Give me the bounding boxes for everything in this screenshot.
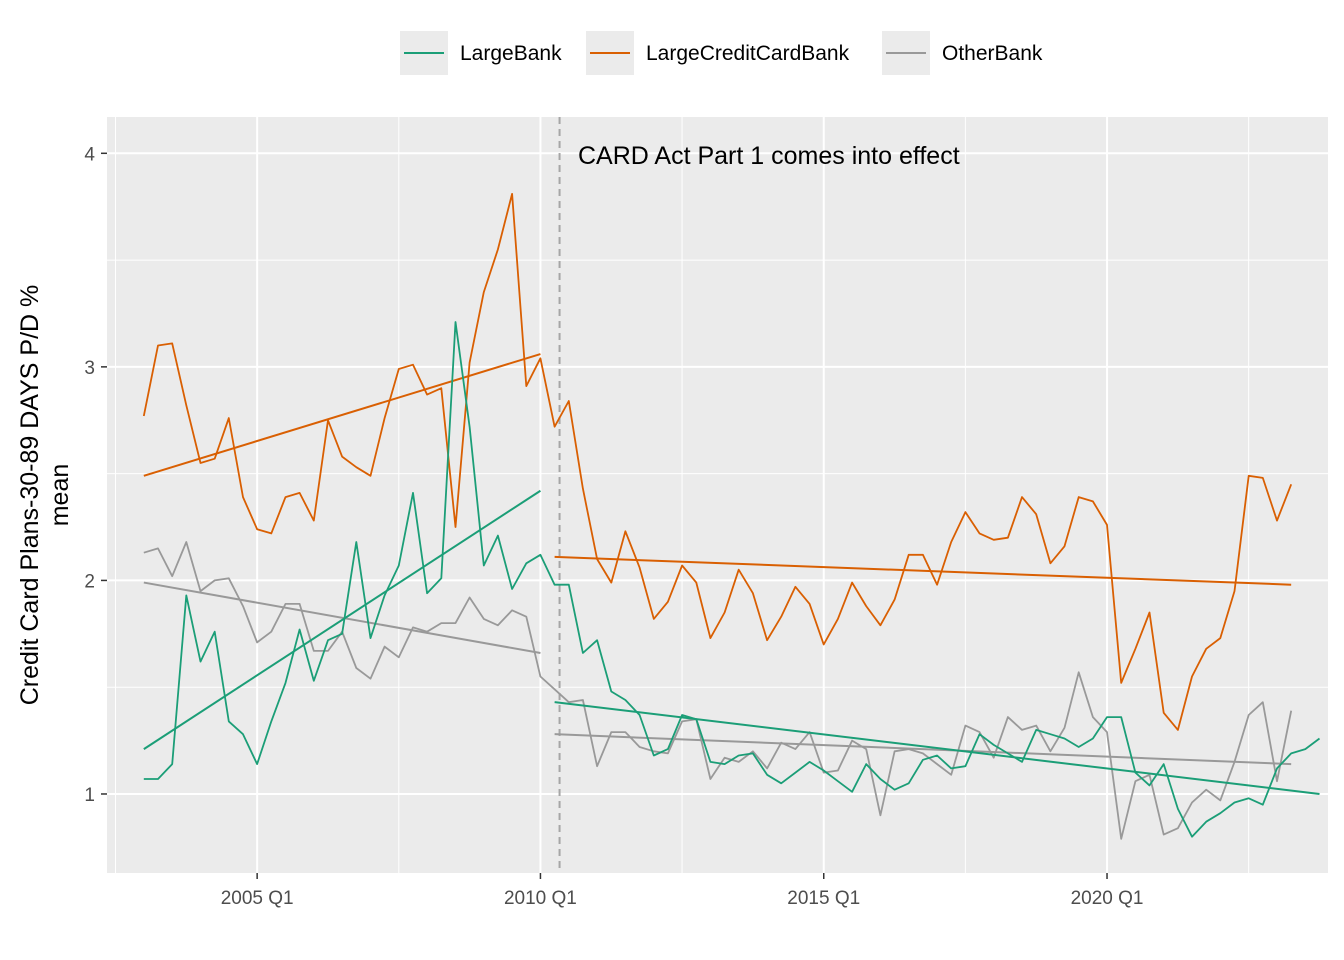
trend-line-post-largebank <box>554 701 1320 795</box>
series-line-largecreditcardbank <box>142 192 1293 731</box>
y-tick-label: 2 <box>84 571 95 592</box>
x-tick-label: 2010 Q1 <box>504 888 577 909</box>
y-tick-label: 1 <box>84 785 95 806</box>
y-axis-title-line-1: Credit Card Plans-30-89 DAYS P/D % <box>16 285 44 706</box>
trend-line-pre-largecreditcardbank <box>143 353 541 477</box>
trend-line-pre-otherbank <box>143 581 541 655</box>
y-axis-title-line-2: mean <box>46 464 74 527</box>
y-axis-title: Credit Card Plans-30-89 DAYS P/D % mean <box>16 285 74 706</box>
series-line-otherbank <box>143 541 1293 840</box>
legend: LargeBank LargeCreditCardBank OtherBank <box>400 31 1043 75</box>
trend-line-pre-largebank <box>143 489 541 750</box>
y-tick-label: 4 <box>84 144 95 165</box>
legend-label-largecreditcardbank: LargeCreditCardBank <box>646 42 850 65</box>
x-tick-label: 2020 Q1 <box>1071 888 1144 909</box>
x-tick-label: 2015 Q1 <box>787 888 860 909</box>
y-tick-label: 3 <box>84 358 95 379</box>
grid <box>107 117 1328 873</box>
plot-panel <box>107 117 1328 873</box>
data-marks <box>142 117 1321 873</box>
trend-line-post-otherbank <box>554 733 1292 766</box>
series-line-largebank <box>143 321 1321 838</box>
annotation-text: CARD Act Part 1 comes into effect <box>578 142 960 170</box>
trend-line-post-largecreditcardbank <box>554 555 1292 586</box>
x-tick-label: 2005 Q1 <box>221 888 294 909</box>
legend-label-otherbank: OtherBank <box>942 42 1043 65</box>
axes: 1 2 3 4 2005 Q1 2010 Q1 2015 Q1 2020 Q1 <box>84 144 1143 909</box>
legend-label-largebank: LargeBank <box>460 42 562 65</box>
